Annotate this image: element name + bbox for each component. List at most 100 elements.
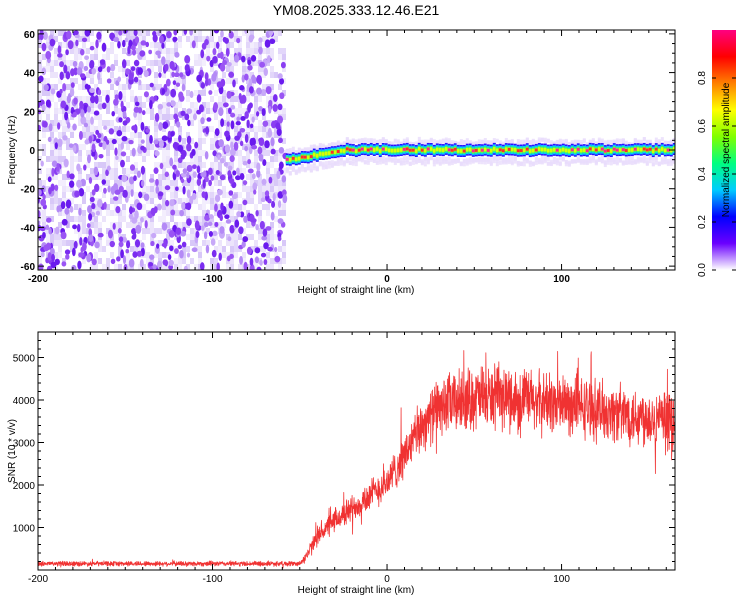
noise-cell [182, 78, 186, 84]
noise-cell [86, 132, 90, 138]
signal-halo [303, 147, 307, 152]
noise-cell [270, 90, 274, 96]
noise-cell [54, 114, 58, 120]
noise-blob [207, 78, 212, 86]
signal-core [315, 154, 319, 158]
noise-cell [138, 264, 142, 270]
noise-cell [106, 108, 110, 114]
noise-blob [263, 242, 269, 250]
noise-blob [218, 252, 222, 261]
signal-halo [333, 161, 337, 166]
signal-core [318, 152, 322, 156]
noise-blob [134, 210, 139, 220]
noise-cell [230, 258, 234, 264]
noise-cell [234, 132, 238, 138]
noise-cell [214, 174, 218, 180]
noise-cell [62, 126, 66, 132]
signal-halo [552, 156, 556, 161]
noise-cell [198, 132, 202, 138]
noise-cell [170, 192, 174, 198]
noise-cell [178, 78, 182, 84]
noise-cell [254, 240, 258, 246]
signal-halo [495, 138, 499, 143]
noise-blob [79, 236, 83, 246]
noise-blob [260, 197, 266, 203]
noise-blob [205, 244, 210, 254]
noise-cell [250, 192, 254, 198]
noise-blob [269, 38, 276, 45]
noise-blob [116, 256, 121, 262]
colorbar-tick-label: 0.8 [697, 71, 708, 85]
noise-blob [84, 139, 90, 145]
noise-cell [86, 36, 90, 42]
noise-cell [90, 264, 94, 270]
noise-cell [98, 228, 102, 234]
noise-cell [278, 264, 282, 270]
noise-blob [95, 210, 101, 216]
noise-cell [242, 252, 246, 258]
noise-blob [194, 141, 199, 149]
signal-halo [441, 139, 445, 144]
noise-blob [122, 189, 128, 198]
noise-cell [214, 162, 218, 168]
signal-halo [360, 155, 364, 160]
noise-cell [230, 240, 234, 246]
noise-cell [118, 66, 122, 72]
noise-blob [128, 258, 135, 268]
signal-halo [321, 165, 325, 170]
noise-cell [198, 126, 202, 132]
signal-halo [324, 145, 328, 150]
noise-cell [78, 174, 82, 180]
noise-cell [202, 162, 206, 168]
noise-cell [242, 108, 246, 114]
noise-cell [62, 186, 66, 192]
noise-cell [278, 258, 282, 264]
noise-cell [202, 60, 206, 66]
noise-blob [45, 99, 51, 108]
signal-halo [348, 139, 352, 144]
signal-core [522, 148, 526, 153]
noise-blob [200, 82, 206, 89]
signal-peak [555, 148, 562, 152]
noise-cell [70, 102, 74, 108]
noise-blob [173, 72, 180, 78]
noise-cell [158, 186, 162, 192]
signal-halo [354, 139, 358, 144]
noise-blob [153, 95, 158, 101]
noise-blob [129, 164, 136, 171]
noise-cell [262, 246, 266, 252]
noise-blob [132, 251, 138, 258]
noise-cell [166, 234, 170, 240]
noise-cell [274, 126, 278, 132]
noise-cell [226, 42, 230, 48]
noise-blob [265, 226, 272, 231]
noise-cell [94, 126, 98, 132]
noise-cell [166, 204, 170, 210]
noise-cell [46, 90, 50, 96]
noise-cell [266, 174, 270, 180]
noise-cell [166, 180, 170, 186]
noise-cell [106, 144, 110, 150]
signal-halo [288, 148, 292, 153]
signal-peak [594, 148, 601, 152]
noise-cell [258, 234, 262, 240]
noise-cell [74, 204, 78, 210]
noise-blob [122, 120, 128, 126]
noise-blob [61, 218, 68, 226]
noise-blob [134, 239, 141, 248]
colorbar-gradient [712, 30, 736, 270]
noise-cell [274, 186, 278, 192]
noise-blob [106, 78, 112, 84]
noise-cell [118, 156, 122, 162]
noise-blob [206, 55, 211, 62]
noise-blob [180, 178, 185, 184]
noise-cell [118, 144, 122, 150]
noise-cell [250, 246, 254, 252]
noise-cell [250, 42, 254, 48]
signal-halo [330, 160, 334, 165]
signal-core [339, 149, 343, 153]
noise-blob [172, 36, 178, 42]
noise-cell [178, 258, 182, 264]
noise-blob [249, 34, 255, 40]
noise-cell [254, 48, 258, 54]
